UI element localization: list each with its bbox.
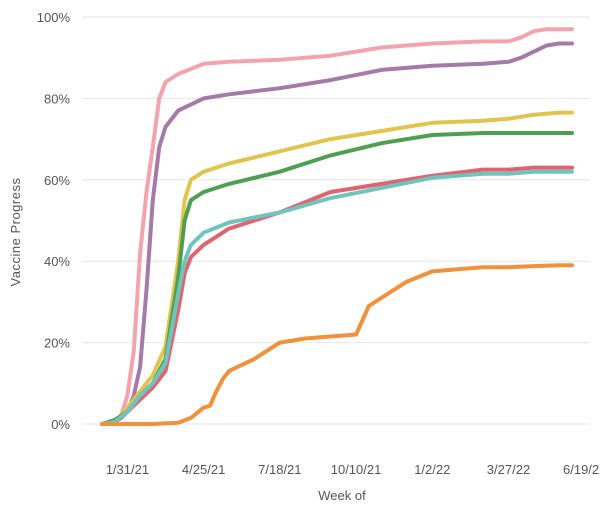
x-tick-label: 4/25/21 <box>182 462 225 477</box>
series-line-7 <box>100 263 574 426</box>
y-tick-label: 60% <box>44 173 70 188</box>
series-line-3 <box>100 110 574 426</box>
x-tick-label: 1/31/21 <box>106 462 149 477</box>
y-tick-label: 0% <box>51 417 70 432</box>
x-tick-label: 3/27/22 <box>487 462 530 477</box>
x-tick-label: 7/18/21 <box>258 462 301 477</box>
x-tick-label: 10/10/21 <box>331 462 382 477</box>
y-tick-label: 20% <box>44 336 70 351</box>
x-axis-title: Week of <box>318 488 366 503</box>
x-tick-label: 1/2/22 <box>414 462 450 477</box>
series-line-6 <box>100 169 574 426</box>
series-line-4 <box>100 131 574 426</box>
y-tick-label: 40% <box>44 254 70 269</box>
series-line-1 <box>100 27 574 426</box>
series-line-2 <box>100 41 574 426</box>
y-tick-label: 100% <box>37 10 71 25</box>
series-line-5 <box>100 165 574 426</box>
series-lines <box>100 27 574 426</box>
x-axis-ticks: 1/31/21 4/25/21 7/18/21 10/10/21 1/2/22 3/27/… <box>106 462 600 477</box>
y-axis-title: Vaccine Progress <box>8 178 23 287</box>
x-tick-label: 6/19/22 <box>563 462 600 477</box>
y-tick-label: 80% <box>44 91 70 106</box>
y-axis-ticks: 0% 20% 40% 60% 80% 100% <box>37 10 71 432</box>
